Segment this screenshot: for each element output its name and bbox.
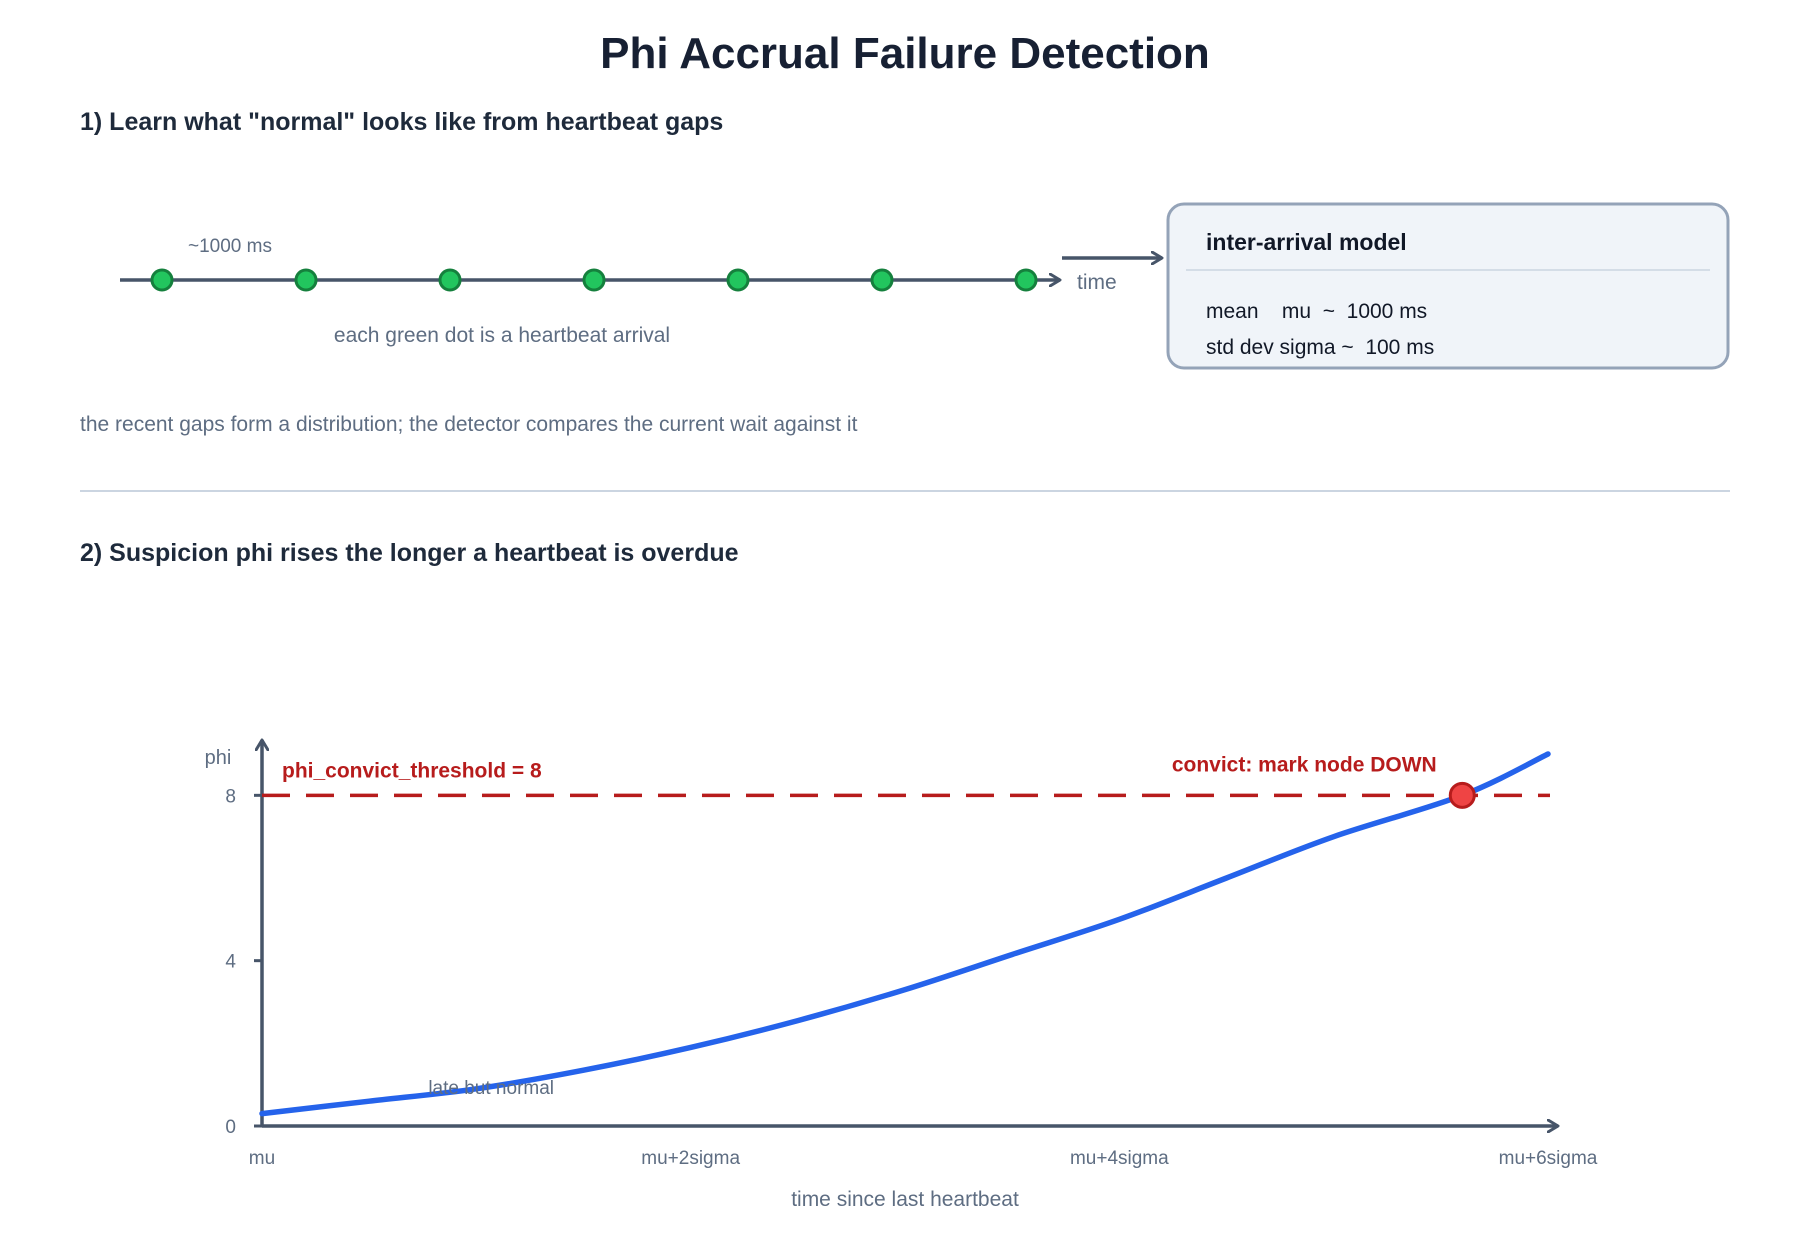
x-tick-labels: mu mu+2sigma mu+4sigma mu+6sigma [249, 1148, 1598, 1169]
timeline-axis-label: time [1077, 271, 1117, 294]
model-std-dev: std dev sigma ~ 100 ms [1206, 336, 1434, 359]
model-box-frame [1166, 202, 1730, 370]
heartbeat-dots [150, 268, 1038, 292]
inter-arrival-model-box: inter-arrival model mean mu ~ 1000 ms st… [1166, 202, 1730, 370]
x-tick-label: mu+2sigma [641, 1148, 740, 1169]
y-tick-label: 8 [225, 786, 236, 807]
heartbeat-dot [150, 268, 174, 292]
model-mean: mean mu ~ 1000 ms [1206, 300, 1427, 323]
heartbeat-caption: each green dot is a heartbeat arrival [334, 324, 670, 347]
heartbeat-dot [1014, 268, 1038, 292]
x-tick-label: mu+4sigma [1070, 1148, 1169, 1169]
section-2-heading: 2) Suspicion phi rises the longer a hear… [80, 539, 739, 567]
x-axis-label: time since last heartbeat [791, 1188, 1019, 1211]
heartbeat-dot [438, 268, 462, 292]
phi-chart: phi time since last heartbeat mu mu+2sigm… [205, 740, 1598, 1211]
model-title: inter-arrival model [1206, 229, 1407, 255]
x-tick-label: mu [249, 1148, 275, 1169]
heartbeat-dot [870, 268, 894, 292]
page-title: Phi Accrual Failure Detection [600, 29, 1210, 78]
late-but-normal-label: late but normal [428, 1078, 554, 1099]
y-tick-label: 4 [225, 952, 236, 973]
heartbeat-dot [582, 268, 606, 292]
y-tick-label: 0 [225, 1117, 236, 1138]
conviction-point [1448, 781, 1476, 809]
heartbeat-dot [294, 268, 318, 292]
section-1-heading: 1) Learn what "normal" looks like from h… [80, 108, 723, 136]
y-axis-label: phi [205, 747, 232, 769]
heartbeat-dot [726, 268, 750, 292]
phi-curve [259, 751, 1551, 1117]
x-tick-label: mu+6sigma [1499, 1148, 1598, 1169]
y-tick-labels: 0 4 8 [225, 786, 262, 1138]
gap-label: ~1000 ms [188, 236, 272, 257]
distribution-note: the recent gaps form a distribution; the… [80, 413, 858, 436]
conviction-label: convict: mark node DOWN [1172, 753, 1437, 776]
threshold-label: phi_convict_threshold = 8 [282, 759, 542, 782]
